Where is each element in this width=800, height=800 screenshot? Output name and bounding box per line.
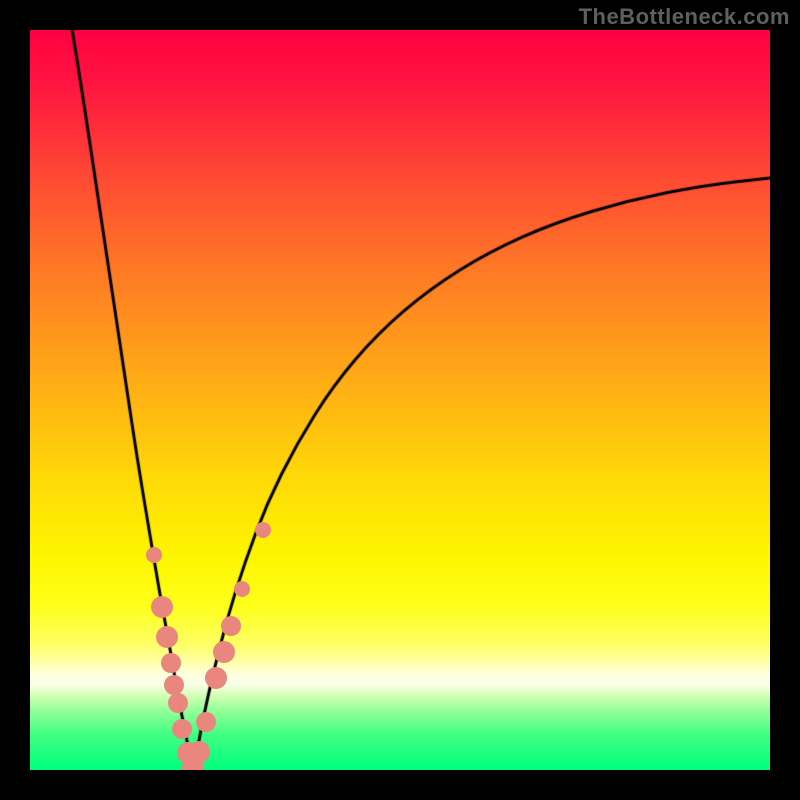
data-marker [164,675,184,695]
watermark-text: TheBottleneck.com [579,4,790,30]
data-marker [188,741,210,763]
data-marker [205,667,227,689]
data-marker [151,596,173,618]
data-marker [168,693,188,713]
data-marker [234,581,250,597]
plot-area [30,30,770,770]
data-marker [161,653,181,673]
data-marker [221,616,241,636]
data-marker [196,712,216,732]
data-markers [30,30,770,770]
data-marker [156,626,178,648]
data-marker [146,547,162,563]
data-marker [172,719,192,739]
chart-frame: TheBottleneck.com [0,0,800,800]
data-marker [213,641,235,663]
data-marker [255,522,271,538]
